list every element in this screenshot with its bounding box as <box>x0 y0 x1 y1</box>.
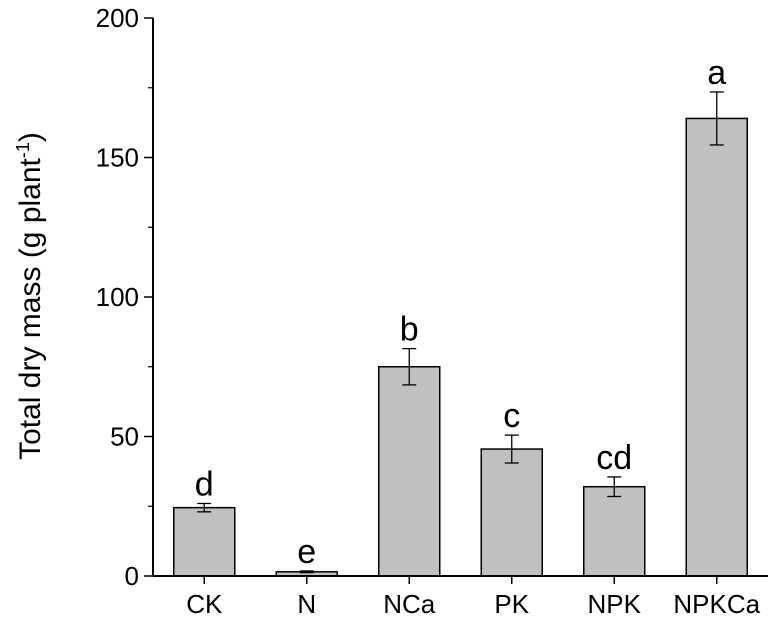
error-bar-npk <box>607 476 622 498</box>
bar-ck <box>173 506 236 577</box>
significance-letter-ck: d <box>195 465 214 503</box>
significance-letter-npk: cd <box>596 439 632 477</box>
bar-nca <box>378 366 441 577</box>
error-bar-ck <box>197 502 212 513</box>
x-tick-label-pk: PK <box>494 589 529 619</box>
bar-npk <box>583 485 646 577</box>
significance-letter-nca: b <box>400 311 419 349</box>
x-tick-label-ck: CK <box>186 589 223 619</box>
significance-letter-npkca: a <box>707 54 726 92</box>
y-axis-title: Total dry mass (g plant-1) <box>13 132 47 460</box>
x-tick-label-n: N <box>297 589 316 619</box>
error-bar-nca <box>402 347 417 386</box>
y-axis-title-superscript: -1 <box>13 142 33 158</box>
axes-layer <box>144 17 768 584</box>
y-tick-label-100: 100 <box>96 282 139 312</box>
error-bars-layer <box>197 91 724 574</box>
y-axis-title-suffix: ) <box>14 132 47 142</box>
bars-layer <box>173 117 748 577</box>
y-tick-label-0: 0 <box>125 561 139 591</box>
error-bar-npkca <box>709 91 724 146</box>
bar-pk <box>480 448 543 577</box>
y-tick-label-200: 200 <box>96 3 139 33</box>
bar-npkca <box>685 117 748 577</box>
y-axis-title-main: Total dry mass (g plant <box>14 157 47 459</box>
y-tick-label-150: 150 <box>96 143 139 173</box>
labels-layer: d CK eNb NCa c PK cd NPK a NPKCa 0 50 100 150 200 <box>96 3 761 619</box>
y-tick-label-50: 50 <box>110 422 139 452</box>
error-bar-n <box>299 570 314 574</box>
x-tick-label-npk: NPK <box>588 589 642 619</box>
error-bar-pk <box>504 434 519 464</box>
significance-letter-pk: c <box>503 397 520 435</box>
significance-letter-n: e <box>297 533 316 571</box>
x-tick-label-npkca: NPKCa <box>673 589 760 619</box>
x-tick-label-nca: NCa <box>383 589 436 619</box>
